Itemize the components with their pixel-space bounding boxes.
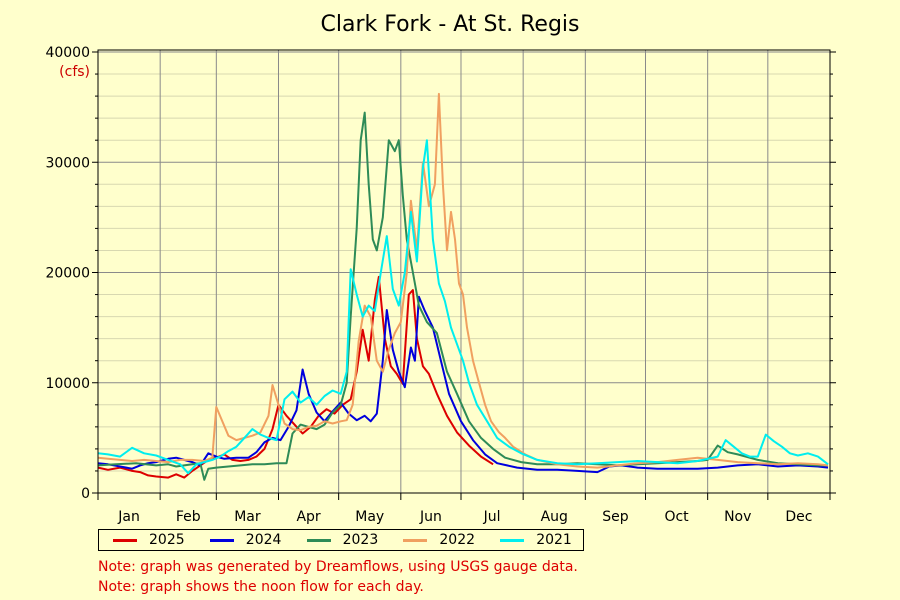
chart-notes: Note: graph was generated by Dreamflows,…	[98, 557, 578, 597]
x-tick-label: Mar	[234, 509, 261, 525]
legend-swatch	[403, 538, 428, 542]
x-tick-label: Feb	[176, 509, 201, 525]
series-line-2023	[97, 111, 828, 481]
chart-legend: 2025 2024 2023 2022 2021	[98, 529, 584, 551]
y-tick-label: 20000	[45, 266, 90, 282]
x-tick-label: Dec	[785, 509, 812, 525]
x-tick-label: May	[355, 509, 384, 525]
x-tick-label: Aug	[541, 509, 568, 525]
y-axis-unit-label: (cfs)	[59, 64, 90, 80]
series-line-2022	[97, 92, 829, 469]
plot-frame	[97, 49, 831, 494]
x-tick-label: Jun	[419, 509, 442, 525]
y-tick-label: 10000	[45, 376, 90, 392]
legend-swatch	[306, 538, 331, 542]
note-line-1: Note: graph was generated by Dreamflows,…	[98, 559, 578, 575]
legend-swatch	[209, 538, 234, 542]
note-line-2: Note: graph shows the noon flow for each…	[98, 579, 424, 595]
legend-swatch	[500, 538, 525, 542]
legend-label: 2022	[439, 532, 476, 548]
chart-title: Clark Fork - At St. Regis	[320, 12, 580, 37]
chart-axes: 0 10000 20000 30000 40000 Jan Feb Mar Apr May Jun J…	[45, 45, 836, 525]
legend-label: 2023	[342, 532, 379, 548]
x-tick-label: Oct	[664, 509, 689, 525]
chart-series	[97, 92, 829, 481]
chart-grid	[98, 50, 830, 493]
legend-item: 2025	[99, 532, 196, 548]
x-tick-label: Jul	[483, 509, 501, 525]
x-tick-label: Jan	[117, 509, 140, 525]
legend-label: 2021	[536, 532, 572, 548]
legend-item: 2021	[486, 532, 583, 548]
legend-item: 2023	[293, 532, 390, 548]
x-tick-label: Sep	[602, 509, 629, 525]
legend-label: 2025	[149, 532, 185, 548]
y-tick-label: 0	[81, 486, 90, 502]
y-tick-label: 30000	[45, 155, 90, 171]
y-tick-label: 40000	[45, 45, 90, 61]
x-tick-label: Apr	[296, 509, 320, 525]
series-line-2021	[97, 139, 829, 475]
legend-item: 2024	[196, 532, 293, 548]
legend-item: 2022	[389, 532, 486, 548]
legend-label: 2024	[245, 532, 282, 548]
x-tick-label: Nov	[724, 509, 751, 525]
legend-swatch	[113, 538, 137, 542]
